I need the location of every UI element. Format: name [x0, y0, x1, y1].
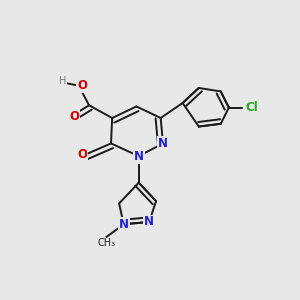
Text: CH₃: CH₃	[97, 238, 116, 248]
Text: O: O	[77, 79, 87, 92]
Text: N: N	[144, 215, 154, 229]
Text: N: N	[158, 137, 168, 150]
Text: N: N	[119, 218, 129, 231]
Text: O: O	[69, 110, 79, 123]
Text: O: O	[77, 148, 87, 161]
Text: N: N	[134, 150, 144, 163]
Text: Cl: Cl	[245, 101, 258, 114]
Text: H: H	[59, 76, 66, 86]
